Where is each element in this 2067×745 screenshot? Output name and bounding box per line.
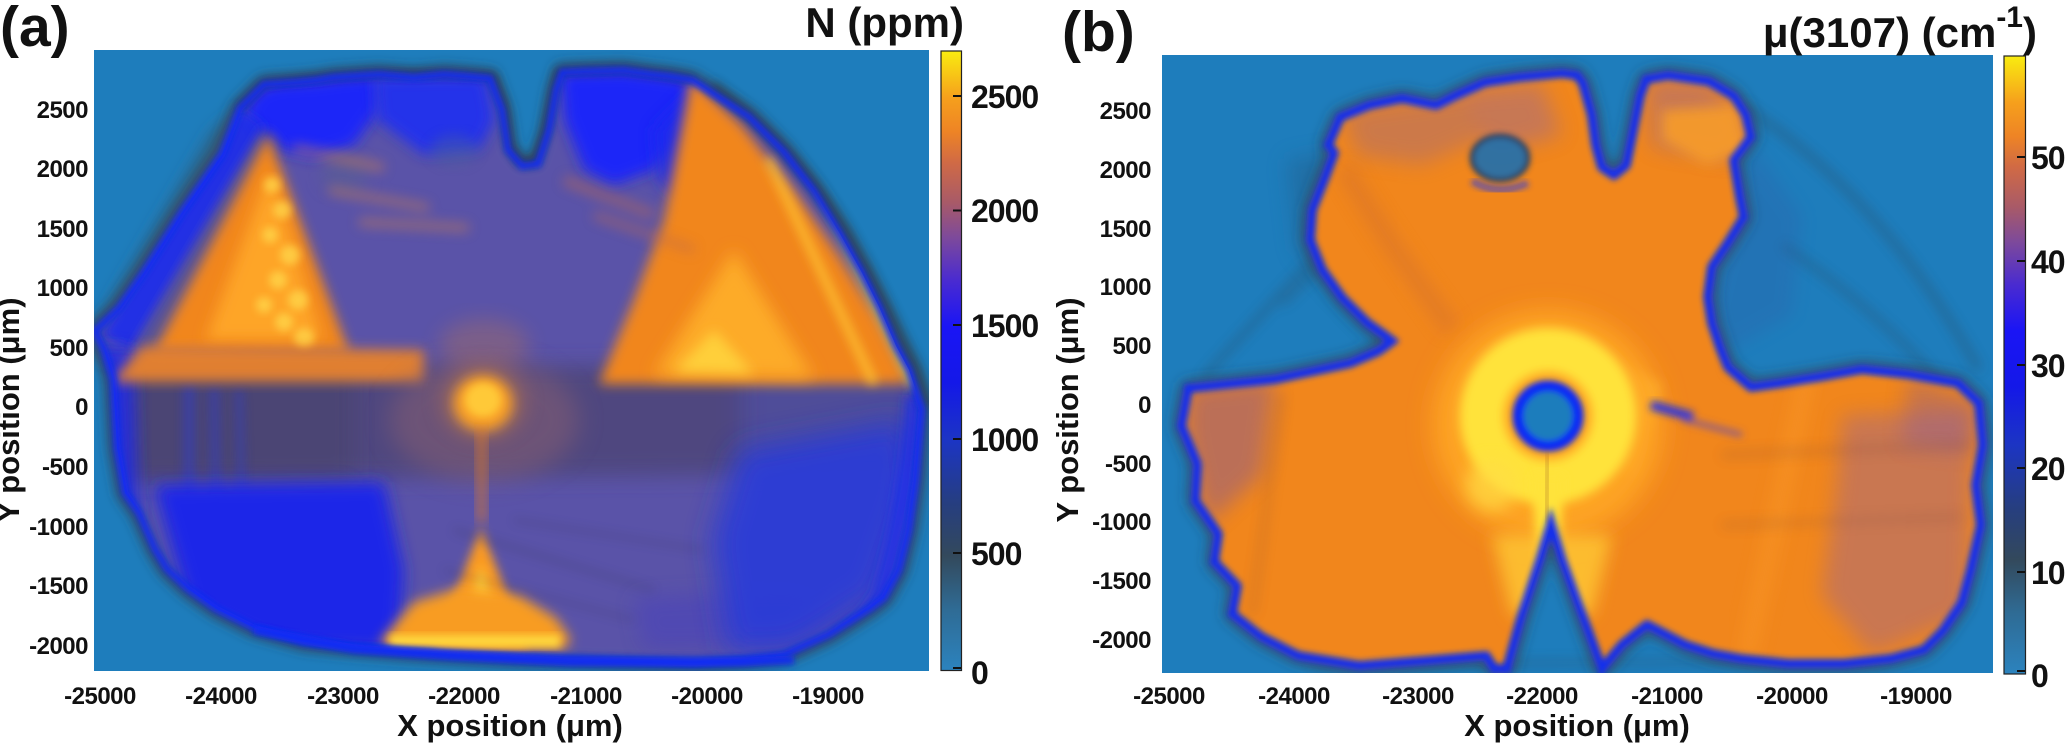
svg-text:μ(3107) (cm-1): μ(3107) (cm-1) bbox=[1763, 1, 2037, 56]
svg-text:-2000: -2000 bbox=[1092, 627, 1151, 654]
svg-text:40: 40 bbox=[2031, 244, 2065, 280]
svg-text:-22000: -22000 bbox=[428, 683, 500, 710]
svg-text:30: 30 bbox=[2031, 348, 2065, 384]
svg-text:500: 500 bbox=[1112, 333, 1151, 360]
svg-text:(a): (a) bbox=[0, 0, 70, 59]
svg-text:-1500: -1500 bbox=[1092, 568, 1151, 595]
svg-text:1000: 1000 bbox=[971, 422, 1038, 458]
svg-text:500: 500 bbox=[49, 335, 88, 362]
svg-text:1000: 1000 bbox=[37, 275, 89, 302]
svg-text:2000: 2000 bbox=[1100, 157, 1152, 184]
svg-text:-1000: -1000 bbox=[29, 514, 88, 541]
svg-text:-24000: -24000 bbox=[1258, 683, 1330, 710]
svg-text:1500: 1500 bbox=[1100, 216, 1152, 243]
svg-text:0: 0 bbox=[2031, 658, 2048, 694]
svg-text:0: 0 bbox=[1138, 392, 1151, 419]
svg-text:-25000: -25000 bbox=[1133, 683, 1205, 710]
svg-text:500: 500 bbox=[971, 536, 1022, 572]
svg-text:0: 0 bbox=[75, 394, 88, 421]
svg-text:-24000: -24000 bbox=[185, 683, 257, 710]
svg-text:-19000: -19000 bbox=[1880, 683, 1952, 710]
svg-text:1500: 1500 bbox=[37, 216, 89, 243]
svg-text:N (ppm): N (ppm) bbox=[805, 0, 964, 46]
svg-text:-22000: -22000 bbox=[1506, 683, 1578, 710]
svg-text:-1000: -1000 bbox=[1092, 509, 1151, 536]
svg-text:0: 0 bbox=[971, 655, 988, 691]
svg-text:-500: -500 bbox=[1105, 451, 1151, 478]
svg-text:-1500: -1500 bbox=[29, 573, 88, 600]
svg-text:-21000: -21000 bbox=[550, 683, 622, 710]
svg-text:1000: 1000 bbox=[1100, 274, 1152, 301]
svg-text:-23000: -23000 bbox=[307, 683, 379, 710]
svg-text:-25000: -25000 bbox=[64, 683, 136, 710]
svg-text:X position (μm): X position (μm) bbox=[1464, 708, 1690, 743]
svg-text:2000: 2000 bbox=[37, 156, 89, 183]
svg-text:-23000: -23000 bbox=[1382, 683, 1454, 710]
svg-text:20: 20 bbox=[2031, 451, 2065, 487]
svg-text:1500: 1500 bbox=[971, 308, 1038, 344]
svg-text:Y position (μm): Y position (μm) bbox=[0, 297, 26, 522]
svg-text:-2000: -2000 bbox=[29, 633, 88, 660]
svg-text:(b): (b) bbox=[1062, 0, 1135, 64]
svg-text:2500: 2500 bbox=[1100, 98, 1152, 125]
svg-text:50: 50 bbox=[2031, 140, 2065, 176]
svg-text:-20000: -20000 bbox=[671, 683, 743, 710]
svg-text:-20000: -20000 bbox=[1756, 683, 1828, 710]
svg-text:-21000: -21000 bbox=[1631, 683, 1703, 710]
svg-text:-500: -500 bbox=[42, 454, 88, 481]
svg-text:-19000: -19000 bbox=[792, 683, 864, 710]
svg-text:X position (μm): X position (μm) bbox=[397, 708, 623, 743]
svg-text:2500: 2500 bbox=[37, 97, 89, 124]
svg-text:10: 10 bbox=[2031, 555, 2065, 591]
svg-text:2000: 2000 bbox=[971, 193, 1038, 229]
svg-text:Y position (μm): Y position (μm) bbox=[1050, 297, 1085, 522]
svg-text:2500: 2500 bbox=[971, 79, 1038, 115]
